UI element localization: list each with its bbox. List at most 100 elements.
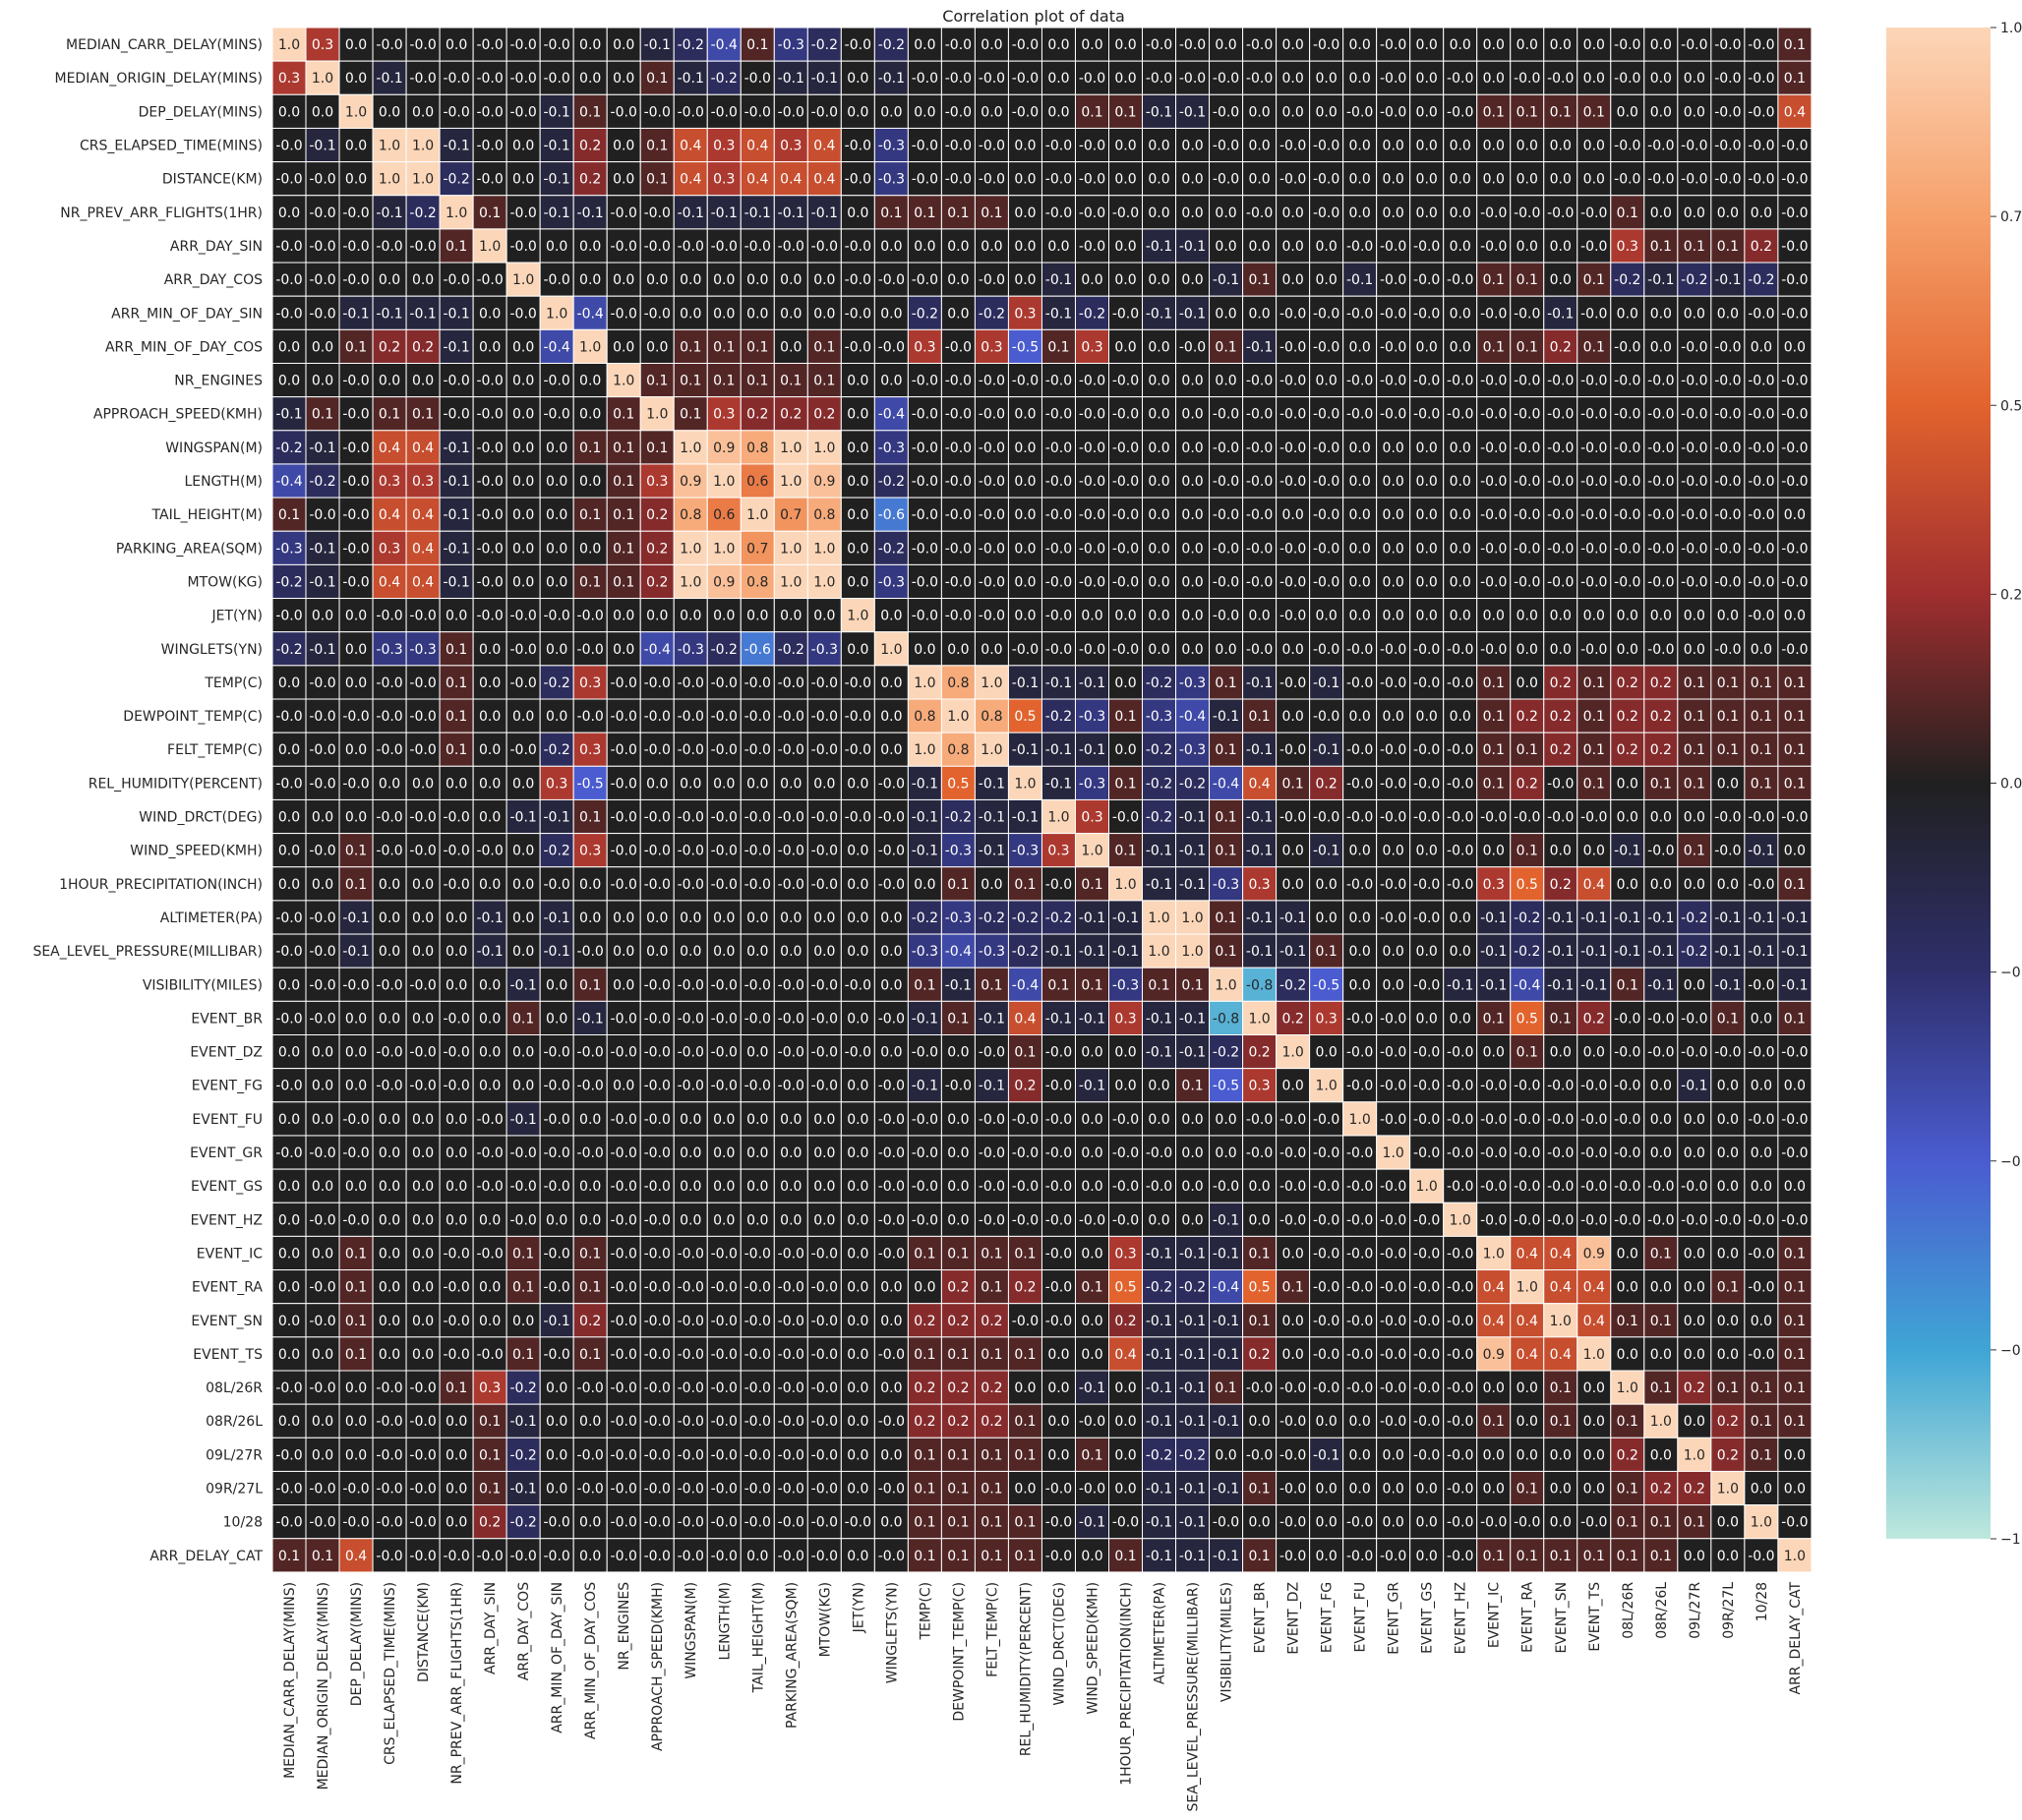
cell-value: 0.0: [1248, 1212, 1270, 1228]
cell-value: 0.0: [847, 507, 868, 523]
cell-value: -0.2: [811, 37, 838, 53]
cell-value: 0.0: [1751, 339, 1772, 355]
cell-value: 0.0: [1349, 37, 1371, 53]
cell-value: -0.1: [1213, 272, 1239, 288]
cell-value: -0.0: [1714, 374, 1741, 389]
cell-value: -0.1: [476, 944, 503, 960]
cell-value: -0.0: [945, 172, 972, 188]
cell-value: -0.0: [1647, 474, 1674, 490]
cell-value: -0.0: [611, 239, 637, 255]
cell-value: 0.0: [1181, 172, 1203, 188]
cell-value: 0.0: [914, 877, 935, 893]
cell-value: -0.2: [409, 205, 436, 221]
cell-value: 0.0: [713, 1212, 735, 1228]
heatmap-cell: [1007, 60, 1042, 95]
cell-value: -0.0: [1447, 1347, 1473, 1363]
cell-value: -0.0: [1447, 1079, 1473, 1094]
cell-value: 0.0: [1349, 1482, 1371, 1497]
cell-value: 0.2: [813, 407, 835, 423]
cell-value: -0.0: [1413, 306, 1440, 322]
colorbar-tick-label: 0.75: [2000, 209, 2022, 225]
cell-value: -0.0: [1112, 474, 1139, 490]
cell-value: 0.1: [1684, 742, 1705, 758]
cell-value: 0.0: [1784, 339, 1806, 355]
cell-value: -0.0: [1681, 1011, 1707, 1027]
cell-value: -0.0: [1079, 642, 1105, 658]
cell-value: 0.0: [1550, 139, 1572, 154]
cell-value: 0.0: [813, 272, 835, 288]
cell-value: -0.0: [678, 675, 704, 691]
cell-value: 0.0: [1081, 1145, 1102, 1161]
cell-value: -0.0: [1413, 1414, 1440, 1430]
cell-value: 0.2: [479, 1515, 501, 1531]
cell-value: -0.0: [644, 877, 671, 893]
cell-value: -0.0: [1213, 541, 1239, 557]
heatmap-cell: [271, 430, 307, 465]
cell-value: -0.0: [342, 272, 369, 288]
heatmap-cell: [1643, 328, 1679, 365]
cell-value: 0.0: [1784, 1447, 1806, 1463]
heatmap-cell: [1074, 295, 1109, 330]
column-label: MEDIAN_ORIGIN_DELAY(MINS): [316, 1582, 331, 1791]
cell-value: 0.0: [312, 374, 333, 389]
cell-value: -0.0: [1547, 374, 1574, 389]
cell-value: -0.0: [1346, 877, 1373, 893]
cell-value: 0.0: [1516, 609, 1538, 624]
cell-value: 0.0: [680, 306, 701, 322]
cell-value: 0.4: [1014, 1011, 1036, 1027]
cell-value: 0.0: [847, 1549, 868, 1564]
cell-value: 0.0: [579, 407, 601, 423]
cell-value: -0.0: [1346, 1549, 1373, 1564]
cell-value: 0.1: [947, 1447, 969, 1463]
row-label: EVENT_SN: [191, 1314, 263, 1329]
heatmap-cell: [1576, 328, 1612, 365]
cell-value: -0.0: [744, 1347, 771, 1363]
cell-value: 0.0: [1383, 944, 1404, 960]
cell-value: -0.0: [1380, 1380, 1406, 1396]
cell-value: -0.0: [1213, 574, 1239, 590]
cell-value: 0.0: [646, 272, 668, 288]
heatmap-cell: [506, 27, 541, 62]
cell-value: 0.3: [546, 776, 567, 792]
cell-value: 0.0: [1349, 339, 1371, 355]
cell-value: -0.1: [1045, 306, 1072, 322]
cell-value: -0.0: [1681, 574, 1707, 590]
cell-value: 0.1: [1583, 709, 1605, 725]
cell-value: 0.0: [446, 910, 467, 926]
cell-value: 0.0: [680, 1145, 701, 1161]
cell-value: -0.0: [1313, 1145, 1339, 1161]
cell-value: -0.0: [778, 709, 804, 725]
cell-value: -0.0: [1614, 541, 1640, 557]
cell-value: -0.0: [476, 541, 503, 557]
row-label: 08R/26L: [206, 1414, 263, 1430]
cell-value: 0.0: [479, 1212, 501, 1228]
cell-value: 0.1: [746, 339, 768, 355]
cell-value: 0.0: [1550, 844, 1572, 859]
cell-value: 0.0: [1650, 1112, 1672, 1128]
cell-value: -0.1: [1179, 810, 1206, 826]
cell-value: 0.1: [1784, 71, 1806, 87]
heatmap-cell: [305, 27, 340, 62]
cell-value: -0.1: [376, 306, 402, 322]
cell-value: -0.0: [1714, 474, 1741, 490]
cell-value: 0.3: [412, 474, 434, 490]
cell-value: 0.0: [1650, 37, 1672, 53]
cell-value: -0.0: [711, 1079, 738, 1094]
cell-value: -0.0: [711, 1414, 738, 1430]
colorbar: 1.000.750.500.250.00−0.25−0.50−0.75−1.00: [1886, 21, 2022, 1548]
cell-value: -0.0: [309, 910, 335, 926]
cell-value: -0.0: [845, 306, 871, 322]
cell-value: -0.0: [275, 306, 302, 322]
cell-value: -0.0: [945, 474, 972, 490]
cell-value: 0.1: [1717, 675, 1739, 691]
cell-value: -0.0: [811, 1011, 838, 1027]
cell-value: -0.0: [1447, 1380, 1473, 1396]
cell-value: -0.0: [1614, 407, 1640, 423]
cell-value: 1.0: [813, 440, 835, 456]
cell-value: 0.0: [312, 1246, 333, 1262]
cell-value: 0.0: [1349, 574, 1371, 590]
cell-value: -0.2: [979, 306, 1005, 322]
cell-value: -0.0: [1146, 71, 1172, 87]
cell-value: 0.1: [446, 642, 467, 658]
cell-value: 0.0: [680, 1212, 701, 1228]
